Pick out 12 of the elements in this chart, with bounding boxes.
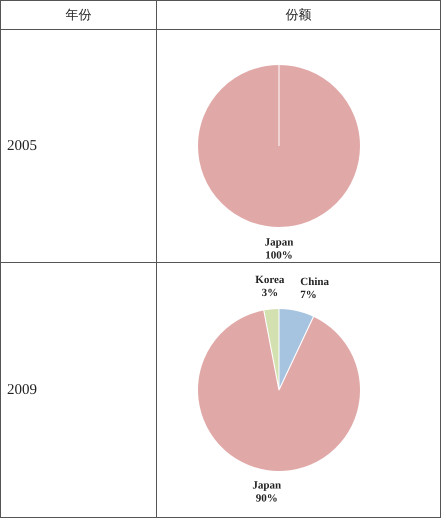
data-label: 7% xyxy=(300,288,317,301)
slice-label: Japan xyxy=(252,480,282,492)
text: 2005 xyxy=(0,30,156,262)
slice-label: Japan xyxy=(264,236,294,248)
data-label: 100% xyxy=(265,249,293,262)
slice-label: Korea xyxy=(255,274,285,286)
text: 份额 xyxy=(156,0,440,30)
text: 2009 xyxy=(0,262,156,518)
text: 年份 xyxy=(0,0,156,30)
slice-label: China xyxy=(300,276,330,288)
data-label: 3% xyxy=(262,286,278,299)
data-label: 90% xyxy=(256,492,278,505)
